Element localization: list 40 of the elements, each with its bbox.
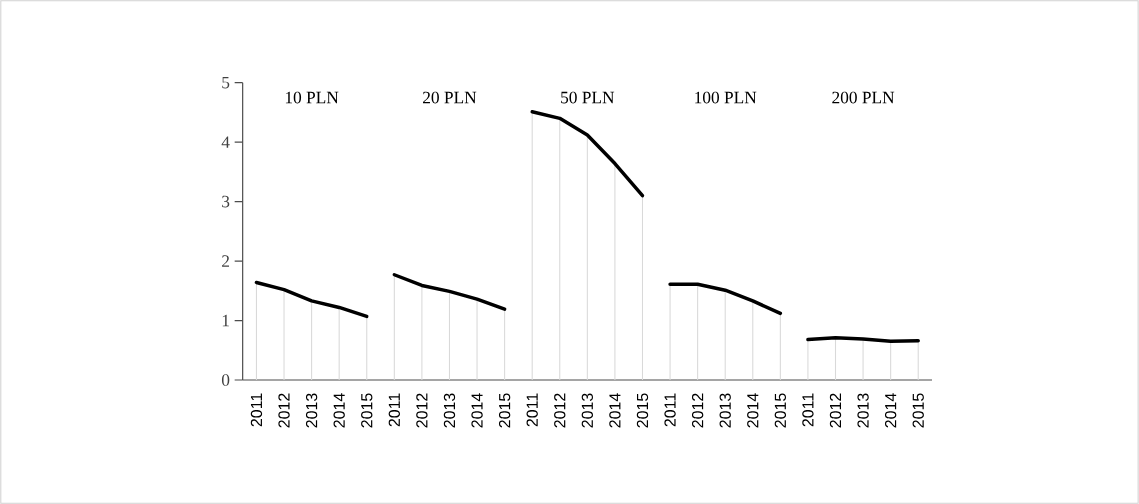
y-tick-label: 2: [222, 255, 230, 267]
annotation: 200 PLN: [832, 91, 895, 104]
x-tick-label: 2012: [278, 393, 290, 428]
y-tick-label: 5: [222, 76, 230, 89]
x-tick-label: 2011: [526, 393, 538, 427]
x-tick-label: 2015: [636, 393, 649, 428]
x-tick-label: 2015: [498, 393, 511, 428]
x-tick-label: 2013: [443, 393, 456, 428]
x-tick-label: 2014: [333, 393, 345, 428]
annotation: 50 PLN: [561, 91, 615, 104]
x-tick-label: 2012: [691, 393, 704, 428]
x-tick-label: 2015: [912, 393, 924, 428]
y-tick-label: 3: [222, 195, 230, 208]
line-series: [392, 273, 507, 311]
x-tick-label: 2011: [250, 393, 263, 427]
x-tick-label: 2013: [581, 393, 593, 428]
y-tick-label: 0: [221, 374, 230, 386]
x-tick-label: 2011: [388, 393, 400, 427]
annotation: 100 PLN: [695, 91, 757, 104]
x-tick-label: 2013: [857, 393, 869, 428]
x-tick-label: 2014: [747, 393, 759, 428]
line-series: [668, 282, 783, 316]
annotation: 20 PLN: [423, 91, 477, 104]
annotation: 10 PLN: [285, 91, 339, 104]
x-tick-label: 2012: [829, 393, 842, 428]
x-tick-label: 2012: [416, 393, 428, 428]
x-tick-label: 2013: [305, 393, 318, 428]
line-series: [254, 280, 369, 319]
y-tick-label: 1: [222, 314, 229, 327]
x-tick-label: 2014: [471, 393, 483, 428]
x-tick-label: 2015: [774, 393, 787, 428]
x-tick-label: 2011: [802, 393, 814, 427]
x-tick-label: 2013: [719, 393, 731, 428]
x-tick-label: 2011: [664, 393, 676, 427]
line-series: [530, 110, 645, 198]
y-tick-label: 4: [221, 136, 230, 148]
x-tick-label: 2014: [609, 393, 621, 428]
x-tick-label: 2012: [554, 393, 566, 428]
x-tick-label: 2014: [884, 393, 897, 428]
x-tick-label: 2015: [361, 393, 373, 428]
